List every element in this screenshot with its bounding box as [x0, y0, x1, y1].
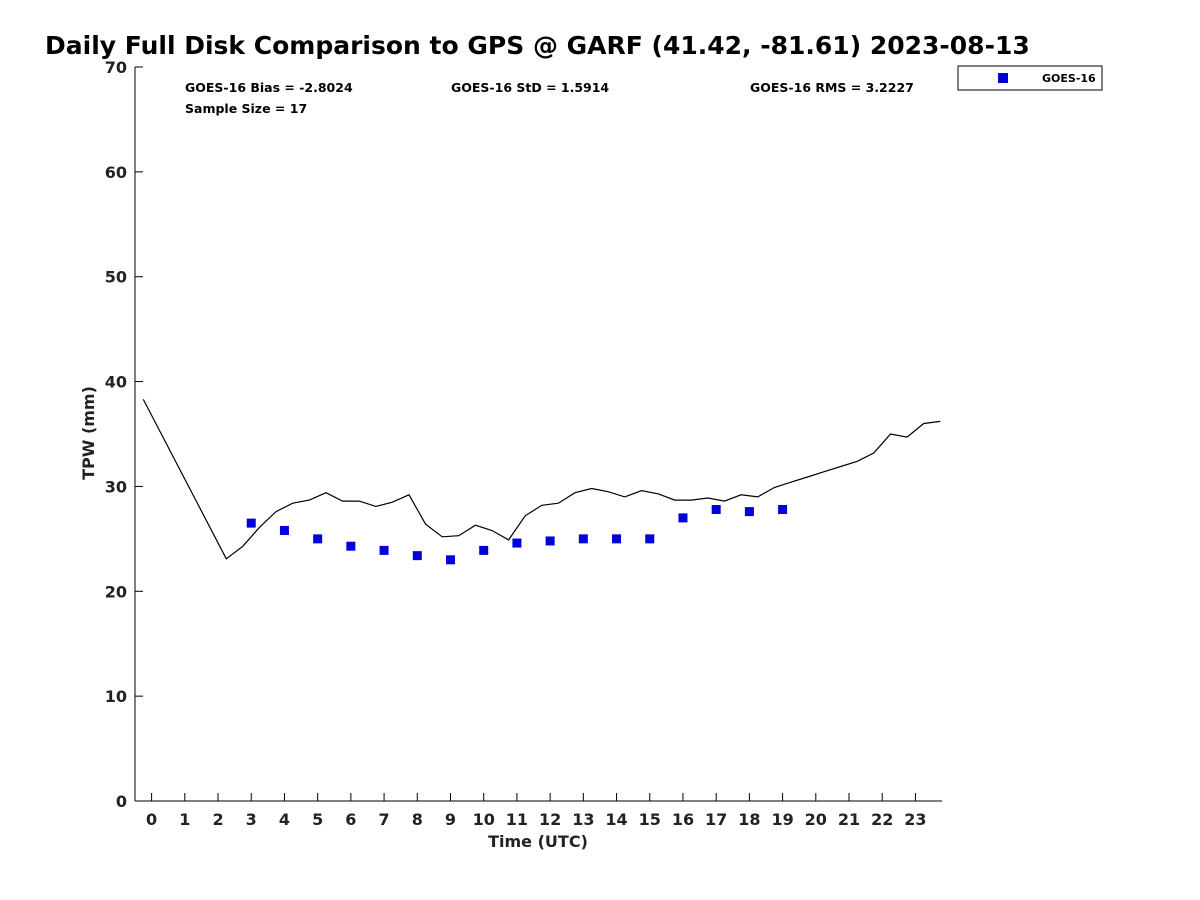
goes16-point: [578, 534, 588, 544]
goes16-point: [711, 504, 721, 514]
goes16-point: [246, 518, 256, 528]
x-tick-label: 4: [279, 810, 290, 829]
x-tick-label: 3: [246, 810, 257, 829]
gps-tpw-line: [142, 399, 941, 560]
axes: [134, 67, 942, 802]
y-tick-label: 70: [105, 58, 127, 77]
legend-marker: [998, 73, 1008, 83]
x-tick-label: 13: [572, 810, 594, 829]
y-tick-label: 40: [105, 373, 127, 392]
legend-label-goes16: GOES-16: [1042, 72, 1096, 85]
goes16-point: [412, 551, 422, 561]
chart-title: Daily Full Disk Comparison to GPS @ GARF…: [45, 31, 1030, 60]
x-tick-label: 12: [539, 810, 561, 829]
x-tick-label: 1: [179, 810, 190, 829]
x-tick-label: 14: [605, 810, 627, 829]
x-ticks: 0 1 2 3 4 5 6 7 8 9 10 11 12 13 14 15 16 17 18 19 20 21 22 23: [146, 793, 927, 829]
x-tick-label: 5: [312, 810, 323, 829]
sample-size-stat: Sample Size = 17: [185, 101, 307, 116]
x-tick-label: 2: [212, 810, 223, 829]
x-axis-label: Time (UTC): [488, 832, 588, 851]
x-tick-label: 6: [345, 810, 356, 829]
goes16-point: [313, 534, 323, 544]
goes16-point: [744, 507, 754, 517]
gps-line-series: [142, 399, 941, 560]
goes16-point: [479, 545, 489, 555]
x-tick-label: 0: [146, 810, 157, 829]
goes16-point: [346, 541, 356, 551]
rms-stat: GOES-16 RMS = 3.2227: [750, 80, 914, 95]
x-tick-label: 11: [506, 810, 528, 829]
x-tick-label: 18: [738, 810, 760, 829]
x-tick-label: 9: [445, 810, 456, 829]
x-tick-label: 23: [904, 810, 926, 829]
goes16-point: [545, 536, 555, 546]
x-tick-label: 20: [805, 810, 827, 829]
y-tick-label: 60: [105, 163, 127, 182]
x-tick-label: 22: [871, 810, 893, 829]
y-tick-label: 20: [105, 582, 127, 601]
x-tick-label: 21: [838, 810, 860, 829]
y-ticks: 0 10 20 30 40 50 60 70: [105, 58, 143, 811]
x-tick-label: 15: [639, 810, 661, 829]
y-tick-label: 30: [105, 477, 127, 496]
goes16-point: [678, 513, 688, 523]
x-tick-label: 10: [473, 810, 495, 829]
goes16-point: [612, 534, 622, 544]
y-tick-label: 50: [105, 268, 127, 287]
y-tick-label: 10: [105, 687, 127, 706]
x-tick-label: 19: [771, 810, 793, 829]
legend: GOES-16: [957, 65, 1103, 91]
x-tick-label: 7: [379, 810, 390, 829]
goes16-point: [512, 538, 522, 548]
goes16-point: [445, 555, 455, 565]
bias-stat: GOES-16 Bias = -2.8024: [185, 80, 353, 95]
goes16-point: [379, 545, 389, 555]
legend-box: [957, 65, 1103, 91]
goes16-point: [645, 534, 655, 544]
x-tick-label: 8: [412, 810, 423, 829]
goes16-point: [778, 504, 788, 514]
goes16-series: [246, 504, 788, 565]
y-axis-label: TPW (mm): [79, 386, 98, 480]
y-tick-label: 0: [116, 792, 127, 811]
x-tick-label: 17: [705, 810, 727, 829]
goes16-point: [279, 525, 289, 535]
std-stat: GOES-16 StD = 1.5914: [451, 80, 609, 95]
x-tick-label: 16: [672, 810, 694, 829]
